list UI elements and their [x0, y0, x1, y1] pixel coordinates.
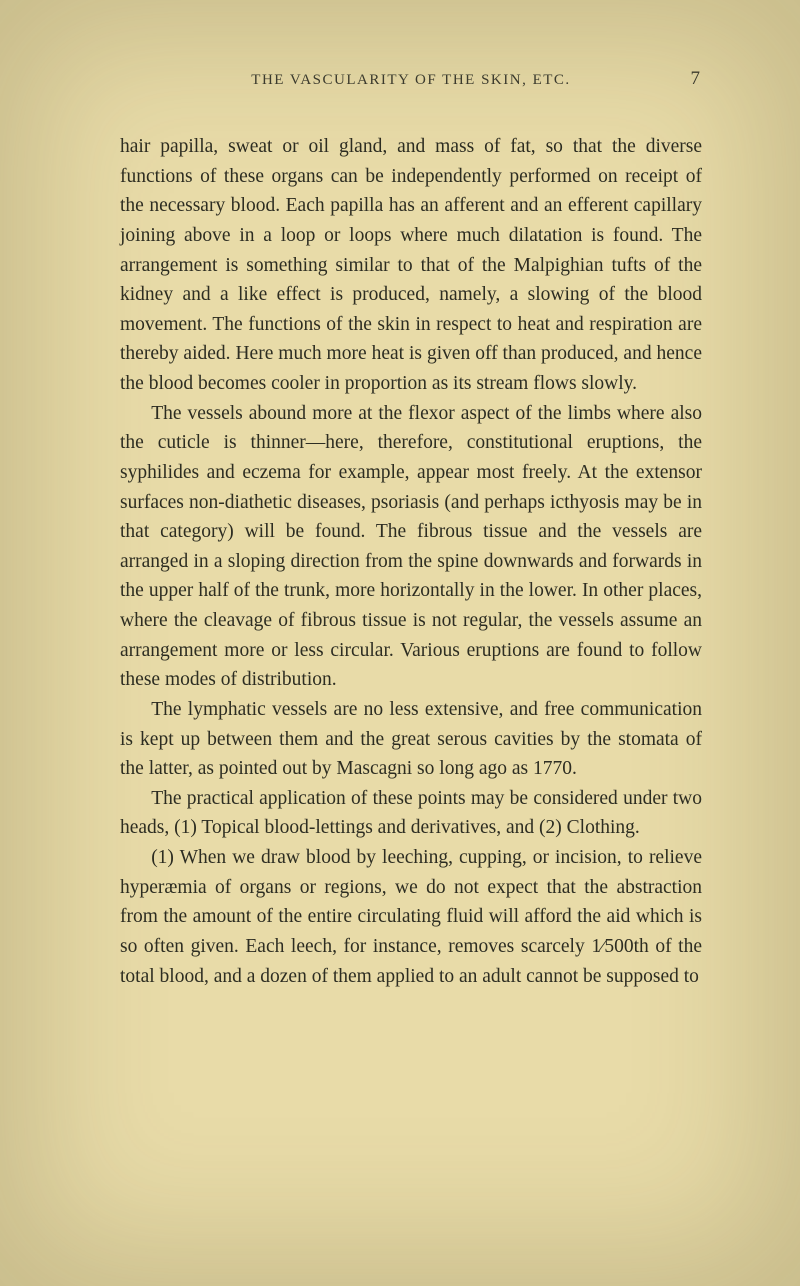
paragraph-2: The vessels abound more at the flexor as…: [120, 399, 702, 695]
running-head: THE VASCULARITY OF THE SKIN, ETC. 7: [120, 68, 702, 90]
paragraph-3: The lymphatic vessels are no less extens…: [120, 695, 702, 784]
running-title: THE VASCULARITY OF THE SKIN, ETC.: [150, 72, 672, 89]
paragraph-5: (1) When we draw blood by leeching, cupp…: [120, 843, 702, 991]
page-container: THE VASCULARITY OF THE SKIN, ETC. 7 hair…: [0, 0, 800, 1286]
body-text: hair papilla, sweat or oil gland, and ma…: [120, 132, 702, 991]
page-number: 7: [672, 68, 700, 90]
paragraph-1: hair papilla, sweat or oil gland, and ma…: [120, 132, 702, 399]
paragraph-4: The practical application of these point…: [120, 784, 702, 843]
